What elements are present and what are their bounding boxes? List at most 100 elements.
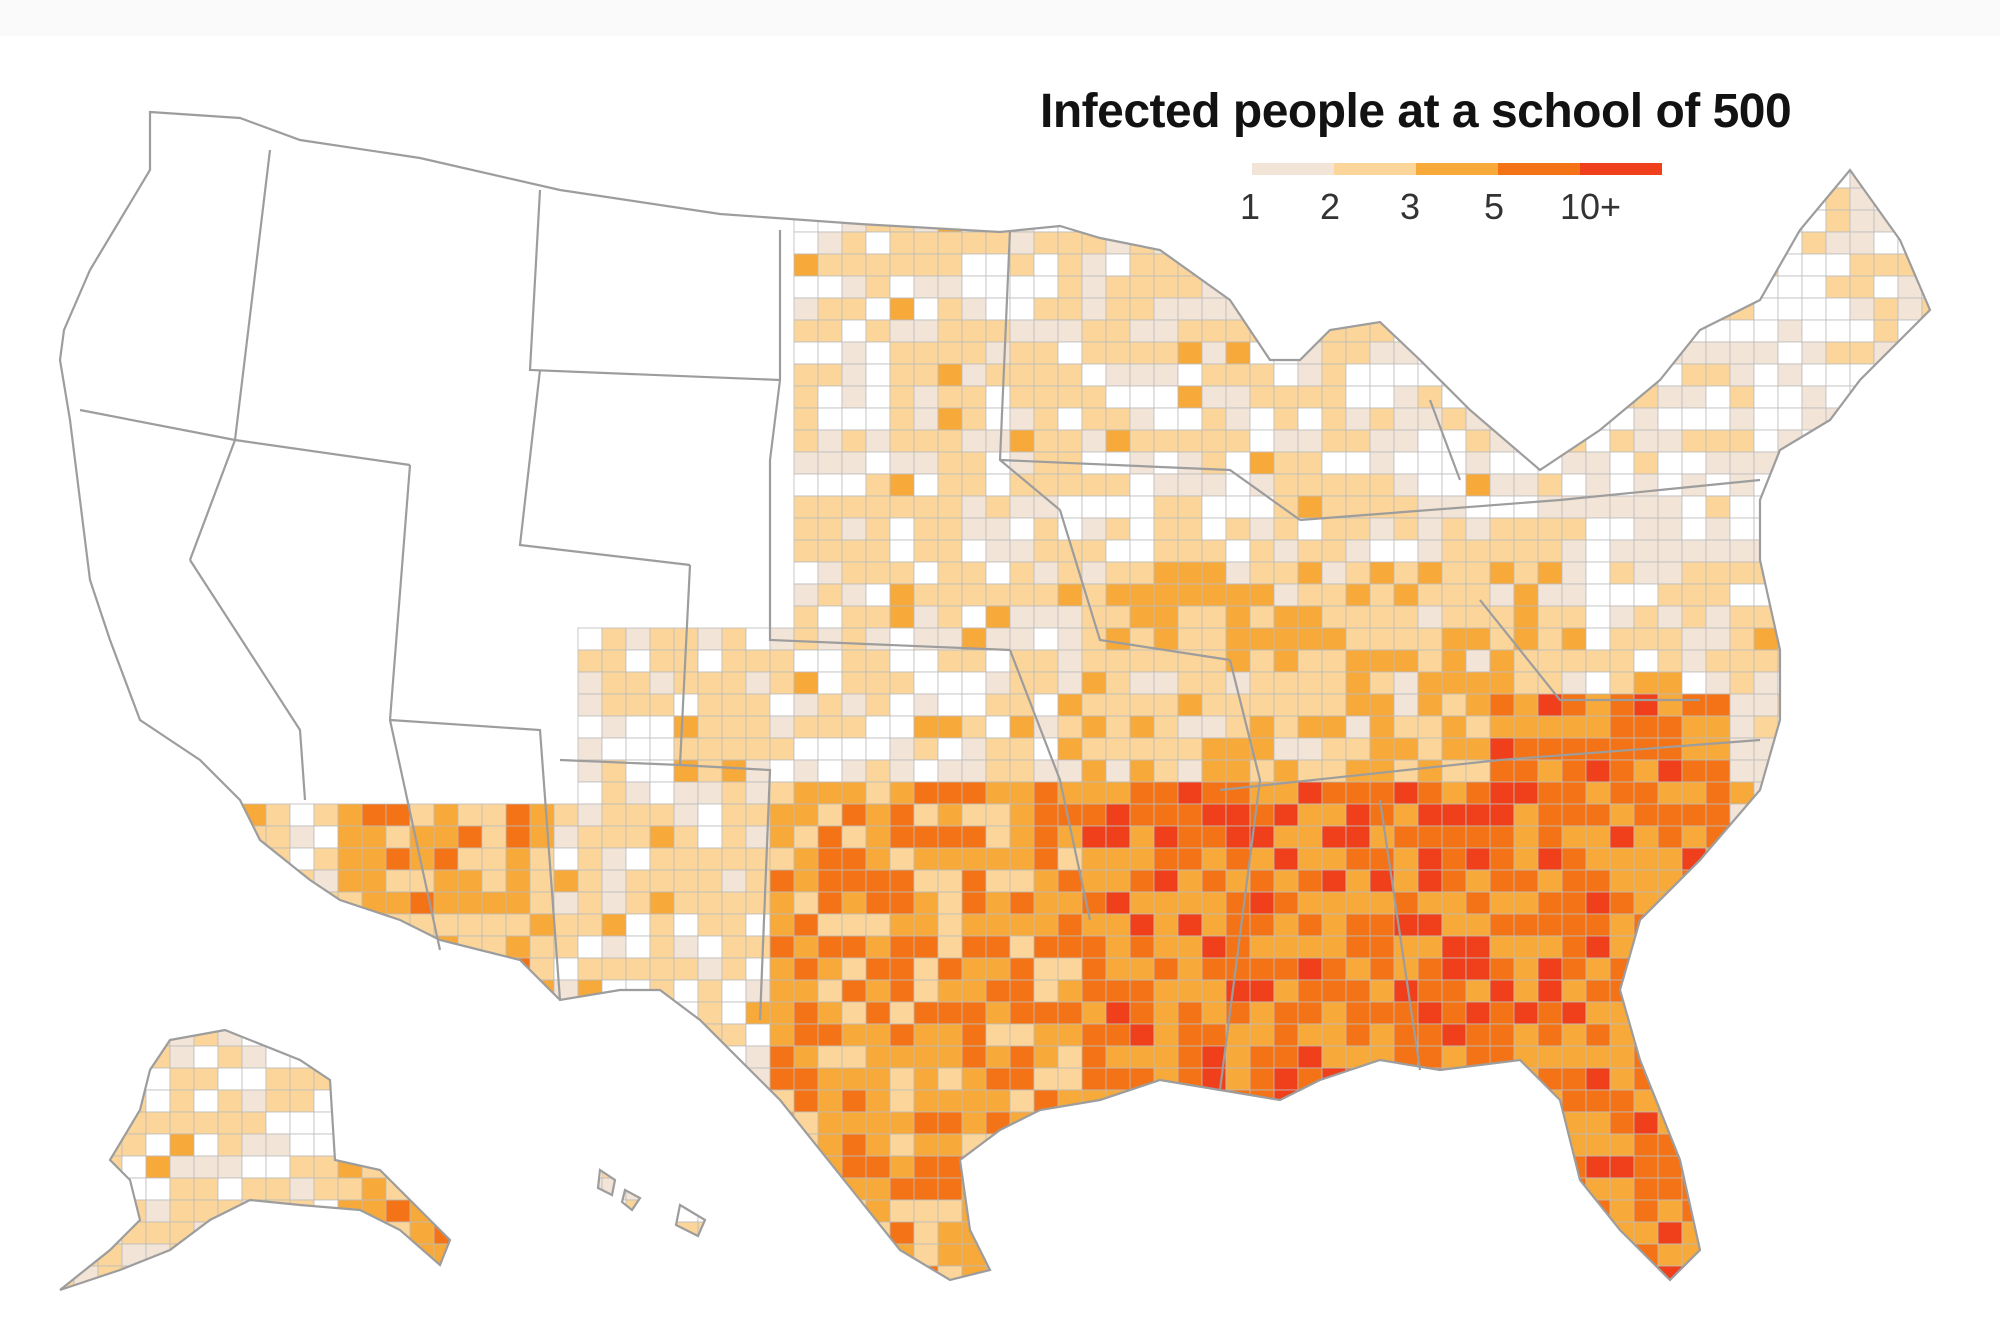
county xyxy=(1585,1067,1611,1091)
county xyxy=(433,1155,459,1179)
county xyxy=(1081,1067,1107,1091)
county xyxy=(1297,605,1323,629)
county xyxy=(1105,187,1131,211)
county xyxy=(60,869,75,893)
county xyxy=(1009,407,1035,431)
county xyxy=(337,935,363,959)
county xyxy=(1081,1133,1107,1157)
county xyxy=(817,957,843,981)
county xyxy=(1897,517,1923,541)
county xyxy=(337,803,363,827)
county xyxy=(1801,935,1827,959)
county xyxy=(337,1133,363,1157)
county xyxy=(145,1265,171,1289)
county xyxy=(1369,1287,1395,1290)
county xyxy=(1129,979,1155,1003)
county xyxy=(1441,319,1467,343)
county xyxy=(1897,913,1923,937)
county xyxy=(601,869,627,893)
county xyxy=(1081,363,1107,387)
county xyxy=(985,715,1011,739)
county xyxy=(457,803,483,827)
county xyxy=(1801,891,1827,915)
county xyxy=(1513,1265,1539,1289)
county xyxy=(1009,1221,1035,1245)
county xyxy=(1009,1067,1035,1091)
county xyxy=(217,913,243,937)
county xyxy=(121,957,147,981)
county xyxy=(601,1133,627,1157)
county xyxy=(913,165,939,189)
county xyxy=(817,407,843,431)
county xyxy=(889,407,915,431)
county xyxy=(841,649,867,673)
county xyxy=(1057,1155,1083,1179)
county xyxy=(793,891,819,915)
county xyxy=(1105,275,1131,299)
county xyxy=(1441,1221,1467,1245)
county xyxy=(1465,869,1491,893)
county xyxy=(1009,165,1035,189)
legend-tick-label: 5 xyxy=(1484,186,1505,227)
county xyxy=(1633,693,1659,717)
county xyxy=(1873,1199,1899,1223)
county xyxy=(841,1133,867,1157)
county xyxy=(1033,1111,1059,1135)
county xyxy=(913,957,939,981)
county xyxy=(913,275,939,299)
county xyxy=(1753,275,1779,299)
county xyxy=(1705,561,1731,585)
county xyxy=(145,979,171,1003)
county xyxy=(121,1287,147,1290)
county xyxy=(1705,495,1731,519)
county xyxy=(1705,1133,1731,1157)
county xyxy=(1777,825,1803,849)
county xyxy=(865,517,891,541)
county xyxy=(193,957,219,981)
county xyxy=(937,187,963,211)
county xyxy=(265,803,291,827)
county xyxy=(1129,913,1155,937)
county xyxy=(1705,627,1731,651)
county xyxy=(1441,891,1467,915)
county xyxy=(1345,1001,1371,1025)
county xyxy=(60,803,75,827)
county xyxy=(1801,1199,1827,1223)
county xyxy=(793,561,819,585)
county xyxy=(1201,693,1227,717)
county xyxy=(1273,891,1299,915)
county xyxy=(505,1287,531,1290)
county xyxy=(1825,473,1851,497)
county xyxy=(1465,517,1491,541)
county xyxy=(601,1067,627,1091)
county xyxy=(1681,341,1707,365)
county xyxy=(1105,891,1131,915)
county xyxy=(649,1199,675,1223)
county xyxy=(865,121,891,145)
county xyxy=(1537,1155,1563,1179)
county xyxy=(1489,1023,1515,1047)
county xyxy=(889,165,915,189)
county xyxy=(1273,803,1299,827)
county xyxy=(1681,1133,1707,1157)
county xyxy=(1249,1045,1275,1069)
county xyxy=(1681,429,1707,453)
county xyxy=(1921,737,1930,761)
county xyxy=(841,561,867,585)
county xyxy=(649,1155,675,1179)
county xyxy=(601,1287,627,1290)
county xyxy=(769,1045,795,1069)
county xyxy=(1345,913,1371,937)
county xyxy=(1321,737,1347,761)
county xyxy=(721,693,747,717)
county xyxy=(1849,1243,1875,1267)
county xyxy=(1417,253,1443,277)
county xyxy=(1441,693,1467,717)
county xyxy=(1849,1155,1875,1179)
county xyxy=(1369,1111,1395,1135)
county xyxy=(1273,1287,1299,1290)
county xyxy=(1657,803,1683,827)
county xyxy=(1825,341,1851,365)
county xyxy=(97,1089,123,1113)
county xyxy=(1273,847,1299,871)
